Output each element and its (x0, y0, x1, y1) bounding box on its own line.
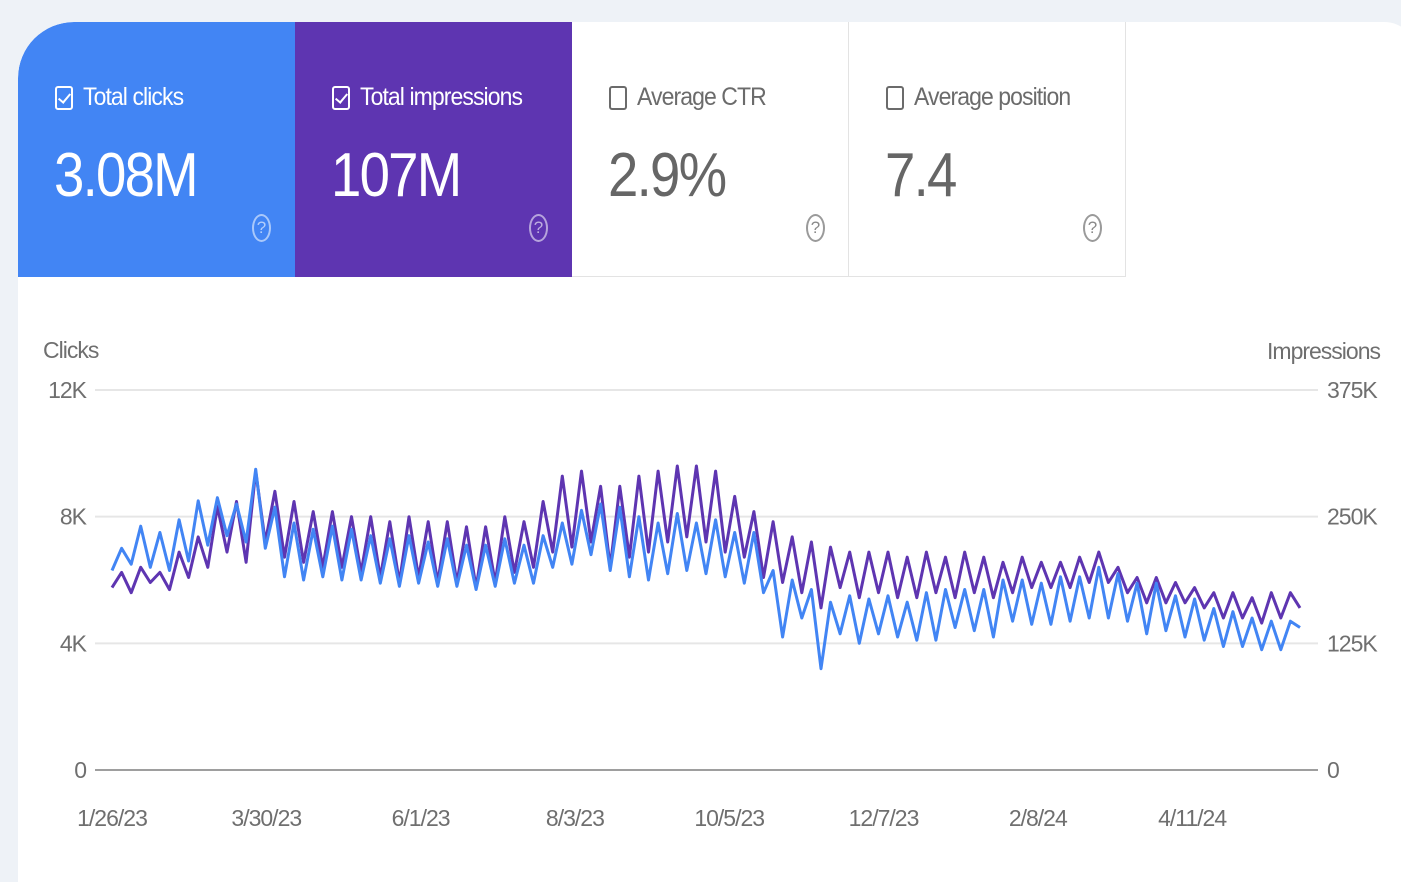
left-axis-tick-label: 0 (74, 757, 86, 783)
x-axis-ticks: 1/26/23 3/30/23 6/1/23 8/3/23 10/5/23 12/7/23… (77, 805, 1228, 831)
gridlines (95, 389, 1318, 771)
x-axis-tick-label: 12/7/23 (849, 805, 919, 831)
x-axis-tick-label: 1/26/23 (77, 805, 147, 831)
left-axis-ticks: 12K 8K 4K 0 (48, 377, 89, 783)
left-axis-tick-label: 12K (48, 377, 88, 403)
left-axis-tick-label: 4K (60, 630, 88, 656)
right-axis-tick-label: 0 (1327, 757, 1339, 783)
x-axis-tick-label: 8/3/23 (546, 805, 604, 831)
metric-label-row: Average CTR (609, 83, 777, 112)
x-axis-tick-label: 6/1/23 (392, 805, 450, 831)
metric-label-row: Total impressions (332, 83, 536, 112)
left-axis-tick-label: 8K (60, 504, 88, 530)
right-axis-tick-label: 125K (1327, 630, 1378, 656)
metric-card-average-position[interactable]: Average position 7.4 ? (849, 22, 1126, 277)
metric-label: Total clicks (83, 83, 184, 111)
checkbox-checked-icon[interactable] (55, 85, 73, 110)
metric-card-total-impressions[interactable]: Total impressions 107M ? (295, 22, 572, 277)
metric-value: 107M (331, 141, 462, 210)
right-axis-tick-label: 375K (1327, 377, 1378, 403)
metric-label: Average CTR (637, 83, 767, 111)
metric-card-total-clicks[interactable]: Total clicks 3.08M ? (18, 22, 295, 277)
series-lines (110, 464, 1302, 671)
checkbox-unchecked-icon[interactable] (886, 85, 904, 110)
metric-value: 3.08M (54, 141, 199, 210)
x-axis-tick-label: 10/5/23 (694, 805, 764, 831)
left-axis-label: Clicks (43, 337, 99, 363)
checkbox-unchecked-icon[interactable] (609, 85, 627, 110)
x-axis-tick-label: 2/8/24 (1009, 805, 1068, 831)
metric-value: 7.4 (885, 141, 957, 210)
metric-label-row: Average position (886, 83, 1084, 112)
right-axis-label: Impressions (1267, 338, 1380, 364)
performance-chart: Clicks Impressions 12K 8K 4K 0 375K 250K 125K… (43, 337, 1382, 831)
right-axis-tick-label: 250K (1327, 504, 1378, 530)
performance-panel: Total clicks 3.08M ? Total impressions 1… (18, 22, 1401, 882)
x-axis-tick-label: 3/30/23 (231, 805, 301, 831)
metric-value: 2.9% (608, 141, 727, 210)
metric-card-average-ctr[interactable]: Average CTR 2.9% ? (572, 22, 849, 277)
help-circle-icon[interactable]: ? (806, 214, 825, 242)
right-axis-ticks: 375K 250K 125K 0 (1327, 377, 1379, 783)
help-circle-icon[interactable]: ? (252, 214, 271, 242)
metric-label: Average position (914, 83, 1071, 111)
x-axis-tick-label: 4/11/24 (1158, 805, 1227, 831)
help-circle-icon[interactable]: ? (529, 214, 548, 242)
metric-cards: Total clicks 3.08M ? Total impressions 1… (18, 22, 1126, 277)
series-line-impressions (110, 464, 1302, 625)
help-circle-icon[interactable]: ? (1083, 214, 1102, 242)
metric-label: Total impressions (360, 83, 523, 111)
series-line-clicks (110, 467, 1301, 671)
checkbox-checked-icon[interactable] (332, 85, 350, 110)
metric-label-row: Total clicks (55, 83, 192, 112)
